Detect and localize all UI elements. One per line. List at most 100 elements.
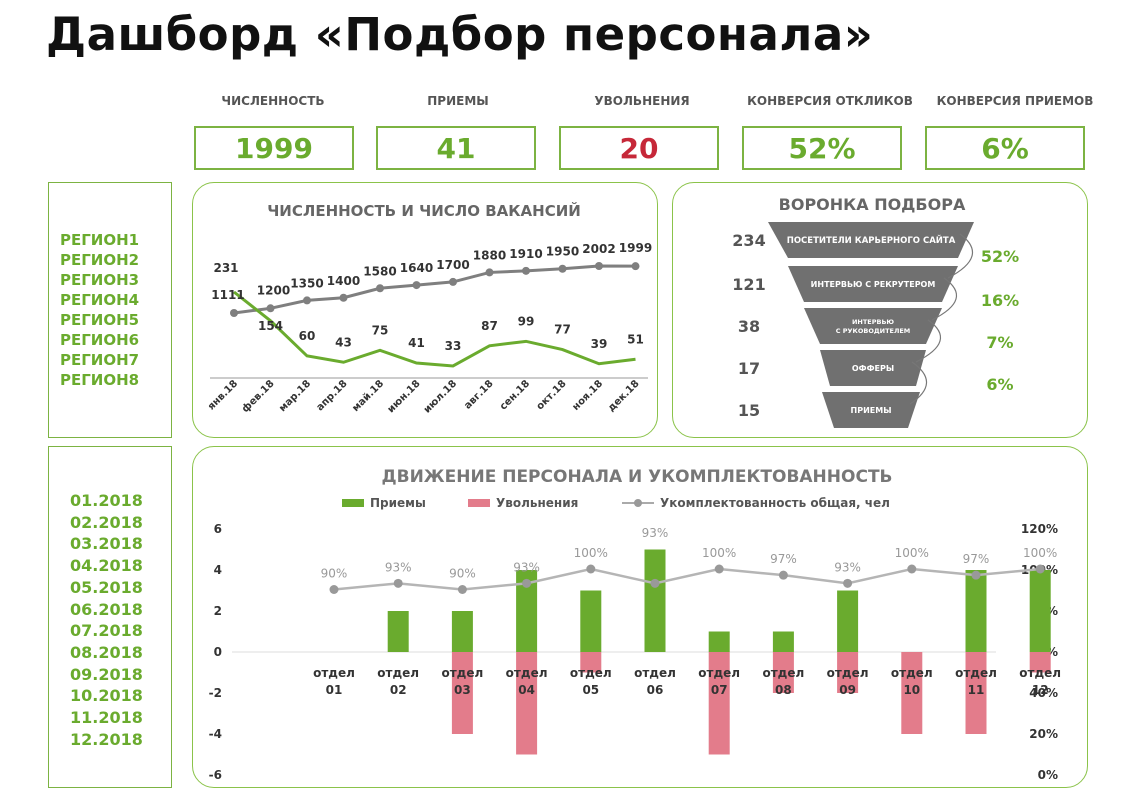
kpi-label-headcount: ЧИСЛЕННОСТЬ: [221, 94, 325, 108]
chart3-point-completeness: [843, 578, 853, 588]
chart3-x-tick: 09: [839, 683, 856, 697]
kpi-label-response-conversion: КОНВЕРСИЯ ОТКЛИКОВ: [747, 94, 913, 108]
chart3-bar-dismissals: [965, 652, 987, 734]
month-item-1[interactable]: 01.2018: [70, 491, 143, 510]
chart1-x-tick: фев.18: [239, 378, 276, 415]
chart3-x-tick: отдел: [506, 666, 548, 680]
funnel-conversion: 6%: [986, 375, 1013, 394]
month-item-12[interactable]: 12.2018: [70, 729, 143, 749]
chart3-x-tick: 12: [1032, 683, 1049, 697]
month-item-8[interactable]: 08.2018: [70, 642, 143, 662]
chart3-bar-hires: [644, 549, 666, 652]
kpi-label-dismissals: УВОЛЬНЕНИЯ: [594, 94, 690, 108]
funnel-stage-label: ИНТЕРВЬЮ С РЕКРУТЕРОМ: [811, 280, 936, 289]
chart3-label-completeness: 97%: [770, 552, 797, 566]
chart1-label-headcount: 1350: [290, 276, 323, 290]
chart1-point-headcount: [558, 264, 567, 273]
chart3-x-tick: 02: [390, 683, 407, 697]
chart1-point-headcount: [376, 284, 384, 293]
funnel-stage-label: ОФФЕРЫ: [852, 364, 894, 373]
chart3-label-completeness: 93%: [513, 560, 540, 574]
kpi-label-hires: ПРИЕМЫ: [427, 94, 489, 108]
chart3-bar-hires: [837, 590, 859, 652]
chart3-yleft-tick: -6: [209, 768, 222, 782]
kpi-dismissals: 20: [559, 126, 719, 170]
month-item-5[interactable]: 05.2018: [70, 577, 143, 597]
chart3-yleft-tick: 0: [214, 645, 222, 659]
region-item-6[interactable]: РЕГИОН6: [60, 331, 140, 349]
chart1-point-headcount: [266, 304, 275, 313]
legend-hires-swatch: [342, 499, 364, 507]
chart1-x-tick: июн.18: [386, 378, 423, 415]
chart1-title: ЧИСЛЕННОСТЬ И ЧИСЛО ВАКАНСИЙ: [267, 201, 581, 220]
chart1-label-vacancies: 75: [372, 323, 389, 337]
chart3-x-tick: 05: [582, 683, 599, 697]
month-item-7[interactable]: 07.2018: [70, 621, 143, 641]
chart1-label-vacancies: 77: [554, 323, 571, 337]
region-item-7[interactable]: РЕГИОН7: [60, 351, 140, 369]
month-item-4[interactable]: 04.2018: [70, 556, 143, 576]
chart3-x-tick: отдел: [762, 666, 804, 680]
chart1-x-tick: мар.18: [277, 378, 313, 414]
region-item-1[interactable]: РЕГИОН1: [60, 231, 140, 249]
funnel-stage-label: ПРИЕМЫ: [851, 406, 892, 415]
region-filter: [48, 182, 172, 438]
chart1-x-tick: сен.18: [498, 378, 532, 412]
chart3-x-tick: отдел: [377, 666, 419, 680]
kpi-label-hire-conversion: КОНВЕРСИЯ ПРИЕМОВ: [936, 94, 1094, 108]
legend-completeness-label: Укомплектованность общая, чел: [660, 496, 890, 510]
chart3-point-completeness: [714, 564, 724, 574]
month-item-6[interactable]: 06.2018: [70, 599, 143, 619]
chart1-series-1-line: [233, 290, 636, 368]
chart1-point-headcount: [303, 296, 311, 305]
chart3-label-completeness: 100%: [574, 546, 608, 560]
funnel-conversion: 7%: [986, 333, 1013, 352]
month-item-10[interactable]: 10.2018: [70, 686, 143, 706]
funnel-connector: [947, 233, 974, 279]
kpi-hire-conversion: 6%: [925, 126, 1085, 170]
legend-dismissals-label: Увольнения: [496, 496, 578, 510]
month-item-9[interactable]: 09.2018: [70, 664, 143, 684]
month-item-11[interactable]: 11.2018: [70, 708, 143, 728]
chart1-series-0-line: [233, 264, 636, 315]
recruiting-funnel-chart: ВОРОНКА ПОДБОРА ПОСЕТИТЕЛИ КАРЬЕРНОГО СА…: [732, 195, 1019, 428]
region-item-2[interactable]: РЕГИОН2: [60, 251, 140, 269]
chart3-x-tick: отдел: [441, 666, 483, 680]
page-title: Дашборд «Подбор персонала»: [46, 8, 874, 61]
funnel-stage: [788, 266, 958, 302]
chart1-label-headcount: 1700: [436, 258, 469, 272]
chart1-point-headcount: [595, 262, 603, 270]
region-item-8[interactable]: РЕГИОН8: [60, 371, 140, 389]
staff-movement-panel: [192, 446, 1088, 788]
chart1-label-vacancies: 51: [627, 332, 644, 346]
chart3-x-tick: отдел: [313, 666, 355, 680]
chart3-bar-hires: [580, 590, 602, 652]
chart3-x-tick: отдел: [698, 666, 740, 680]
chart1-label-headcount: 2002: [582, 242, 615, 256]
chart3-bar-dismissals: [708, 652, 730, 755]
chart3-bar-dismissals: [451, 652, 473, 734]
month-item-3[interactable]: 03.2018: [70, 534, 143, 554]
region-item-3[interactable]: РЕГИОН3: [60, 271, 140, 289]
chart3-bar-dismissals: [837, 652, 859, 693]
region-item-4[interactable]: РЕГИОН4: [60, 291, 140, 309]
chart1-point-headcount: [339, 293, 348, 302]
funnel-stage-label: С РУКОВОДИТЕЛЕМ: [836, 327, 911, 335]
funnel-stage: [822, 392, 920, 428]
chart3-x-tick: отдел: [1019, 666, 1061, 680]
chart3-bar-dismissals: [516, 652, 538, 755]
chart3-yleft-tick: 4: [214, 563, 222, 577]
chart1-label-vacancies: 43: [335, 335, 352, 349]
chart3-x-tick: 04: [518, 683, 535, 697]
funnel-conversion: 16%: [981, 291, 1019, 310]
region-item-5[interactable]: РЕГИОН5: [60, 311, 140, 329]
chart1-label-headcount: 1200: [257, 283, 290, 297]
chart3-yleft-tick: -2: [209, 686, 222, 700]
chart3-bar-hires: [451, 611, 473, 652]
chart3-bar-hires: [516, 570, 538, 652]
month-item-2[interactable]: 02.2018: [70, 512, 143, 532]
funnel-count: 38: [738, 317, 760, 336]
chart1-label-headcount: 1580: [363, 264, 396, 278]
chart3-x-tick: 07: [711, 683, 728, 697]
funnel-connector: [915, 319, 942, 363]
